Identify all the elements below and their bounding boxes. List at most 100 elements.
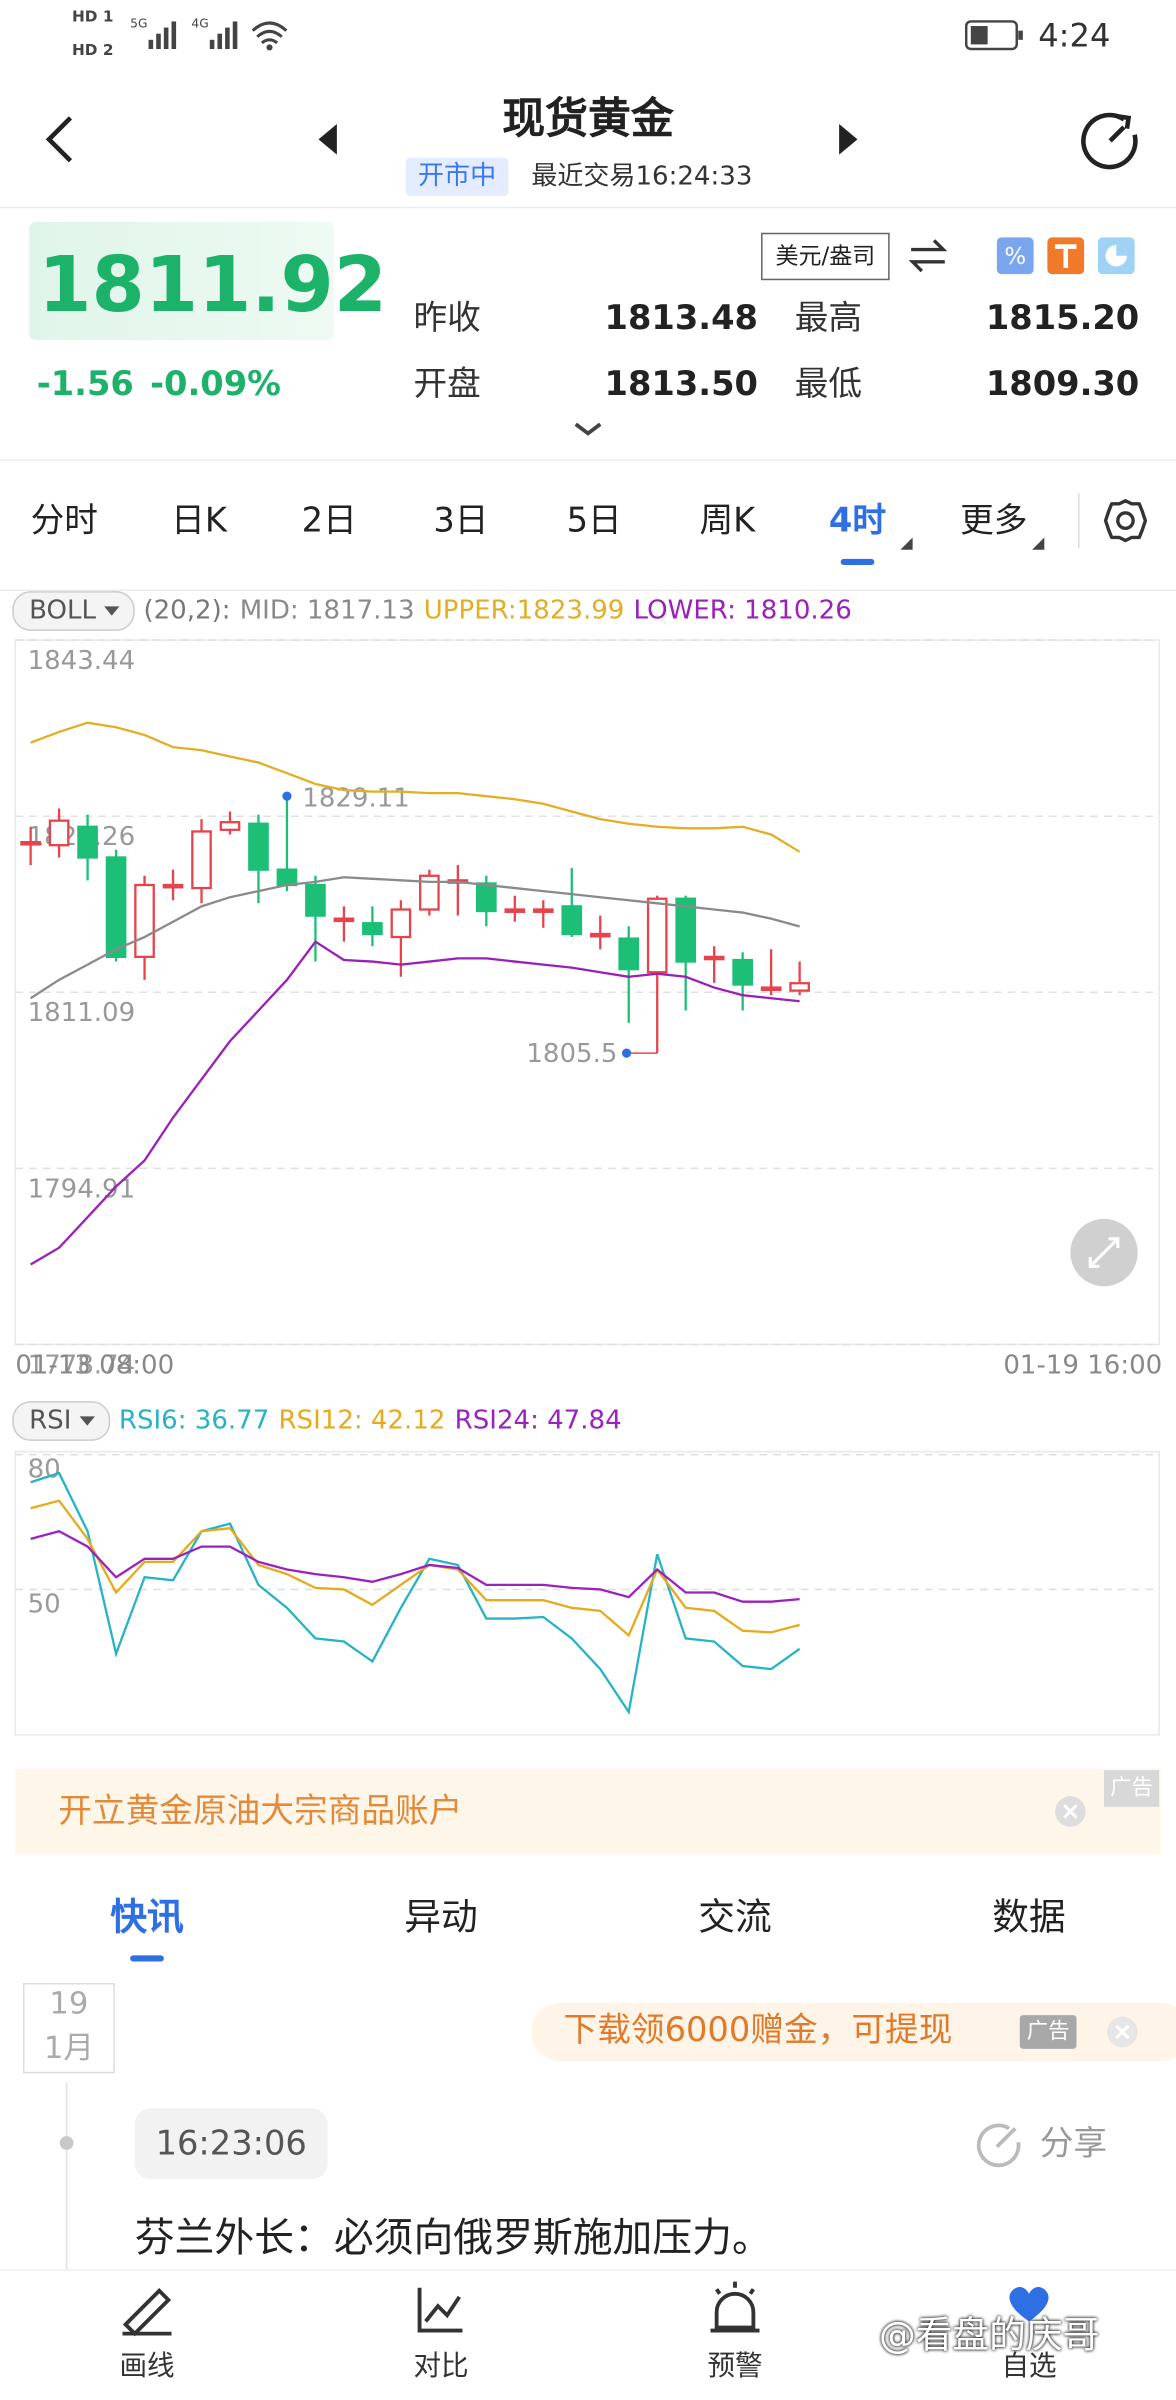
tab[interactable]: 异动 — [404, 1895, 478, 1939]
clock: 4:24 — [1038, 17, 1111, 55]
candle-body — [362, 922, 383, 936]
candle-body — [504, 908, 526, 913]
candle-body — [532, 908, 554, 913]
candle-body — [191, 830, 212, 890]
back-button[interactable] — [40, 113, 86, 165]
tab-underline — [840, 558, 875, 566]
indicator-selector[interactable]: RSI — [12, 1401, 110, 1441]
price: 1811.92 — [38, 240, 387, 330]
tab[interactable]: 交流 — [698, 1895, 772, 1939]
dropdown-caret — [79, 1416, 95, 1426]
tool-icons[interactable]: % — [995, 236, 1139, 276]
news-headline[interactable]: 芬兰外长：必须向俄罗斯施加压力。 — [134, 2215, 772, 2262]
candle-body — [390, 908, 412, 939]
indicator-selector[interactable]: BOLL — [12, 591, 135, 631]
divider — [0, 206, 1176, 209]
news-ad-text[interactable]: 下载领6000赠金，可提现 — [563, 2012, 953, 2051]
candle-body — [134, 883, 155, 959]
stat-value: 1813.50 — [604, 365, 758, 405]
legend-entry: LOWER: 1810.26 — [633, 595, 852, 627]
unit-selector[interactable]: 美元/盎司 — [761, 232, 890, 281]
change: -1.56 — [36, 365, 134, 405]
tab[interactable]: 2日 — [301, 502, 357, 541]
news-time: 16:23:06 — [155, 2125, 307, 2164]
max-marker — [282, 791, 292, 801]
series-line — [30, 1471, 801, 1715]
svg-text:%: % — [1004, 244, 1026, 270]
divider — [0, 589, 1176, 592]
legend: RSI RSI6: 36.77 RSI12: 42.12 RSI24: 47.84 — [12, 1401, 622, 1441]
timeline — [65, 2082, 68, 2270]
y-tick-label: 1794.91 — [28, 1174, 136, 1204]
indicator-params: (20,2): — [143, 595, 231, 627]
battery — [964, 20, 1023, 51]
signal-icons — [148, 21, 288, 51]
fullscreen-arrows — [1088, 1237, 1120, 1268]
tab[interactable]: 5日 — [566, 502, 622, 541]
candle-body — [646, 897, 668, 974]
ad-banner[interactable] — [15, 1768, 1161, 1855]
nav-label[interactable]: 画线 — [119, 2350, 175, 2383]
candle-body — [760, 986, 782, 992]
x-tick-label: 01-13 08:00 — [15, 1350, 174, 1380]
tab[interactable]: 周K — [699, 502, 756, 541]
tab[interactable]: 3日 — [433, 502, 489, 541]
candle-body — [248, 822, 269, 871]
status-label: HD 2 — [71, 42, 114, 60]
expand-chevron[interactable] — [571, 420, 605, 438]
y-tick-label: 1778.74 — [28, 1350, 136, 1380]
stat-value: 1813.48 — [604, 300, 758, 339]
refresh-button[interactable] — [1078, 109, 1142, 173]
nav-label[interactable]: 自选 — [1001, 2350, 1057, 2383]
tab[interactable]: 4时 — [828, 502, 887, 541]
stat-label: 最低 — [794, 365, 863, 405]
candle-body — [618, 937, 640, 971]
tab[interactable]: 日K — [171, 502, 227, 541]
ad-text[interactable]: 开立黄金原油大宗商品账户 — [58, 1793, 463, 1832]
candle-body — [419, 874, 440, 911]
stat-value: 1809.30 — [985, 365, 1140, 405]
nav-label[interactable]: 预警 — [707, 2350, 763, 2383]
series-line — [30, 1530, 800, 1603]
divider — [0, 459, 1176, 461]
fullscreen-button[interactable] — [1070, 1218, 1138, 1287]
candle-body — [105, 856, 127, 959]
series-line — [30, 940, 800, 1266]
prev-button[interactable] — [315, 123, 340, 157]
y-tick-label: 50 — [28, 1589, 61, 1619]
tab[interactable]: 更多 — [960, 502, 1028, 541]
swap-icon[interactable] — [907, 236, 950, 276]
market-status: 开市中 — [405, 157, 509, 196]
last-trade: 最近交易16:24:33 — [531, 161, 753, 193]
close-button[interactable] — [1106, 2015, 1140, 2049]
legend-entry: RSI24: 47.84 — [454, 1405, 622, 1437]
candle-body — [276, 868, 298, 887]
separator — [1078, 493, 1080, 549]
nav-label[interactable]: 对比 — [413, 2350, 469, 2383]
candle-body — [48, 819, 70, 847]
date-day: 19 — [49, 1984, 89, 2022]
y-tick-label: 1811.09 — [28, 998, 136, 1028]
settings-button[interactable] — [1101, 496, 1150, 545]
timeline-dot — [59, 2136, 74, 2150]
candle-body — [475, 882, 497, 913]
close-button[interactable] — [1054, 1795, 1088, 1829]
share[interactable]: 分享 — [1039, 2125, 1108, 2164]
tab[interactable]: 数据 — [992, 1895, 1066, 1939]
next-button[interactable] — [836, 123, 861, 157]
candle-body — [20, 840, 41, 846]
date-box — [22, 1982, 115, 2074]
status-label: 4G — [191, 16, 209, 31]
page-title: 现货黄金 — [502, 93, 674, 144]
tab[interactable]: 快讯 — [110, 1895, 184, 1939]
candle-body — [77, 825, 98, 859]
candle-body — [162, 883, 184, 889]
series-line — [30, 721, 801, 853]
tab[interactable]: 分时 — [30, 502, 99, 541]
min-label: 1805.5 — [526, 1039, 617, 1069]
candle-body — [732, 958, 753, 986]
min-marker — [621, 1048, 632, 1058]
ad-tag: 广告 — [1019, 2015, 1077, 2049]
share-icon[interactable] — [975, 2121, 1024, 2170]
